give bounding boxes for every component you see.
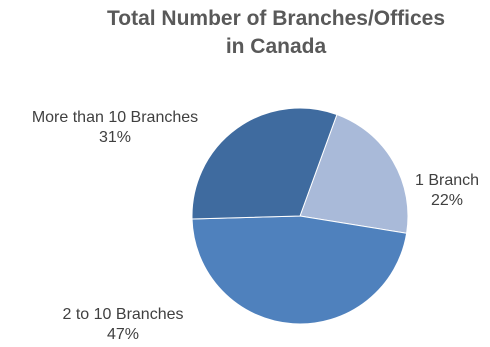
pie-slice-2-to-10-branches <box>191 215 408 325</box>
pie-labels: 1 Branch 22% 2 to 10 Branches 47% More t… <box>32 109 479 343</box>
slice-label-more-than-10-branches: More than 10 Branches <box>32 109 198 126</box>
chart-title-line-1: Total Number of Branches/Offices <box>107 7 445 30</box>
chart-title-line-2: in Canada <box>226 35 327 58</box>
slice-value-2-to-10-branches: 47% <box>107 326 139 343</box>
slice-label-1-branch: 1 Branch <box>415 172 479 189</box>
slice-value-more-than-10-branches: 31% <box>99 129 131 146</box>
pie-slice-more-than-10-branches <box>191 107 338 220</box>
pie-slice-1-branch <box>299 113 409 234</box>
slice-label-2-to-10-branches: 2 to 10 Branches <box>63 306 184 323</box>
pie-slices <box>191 107 409 325</box>
slice-value-1-branch: 22% <box>431 192 463 209</box>
